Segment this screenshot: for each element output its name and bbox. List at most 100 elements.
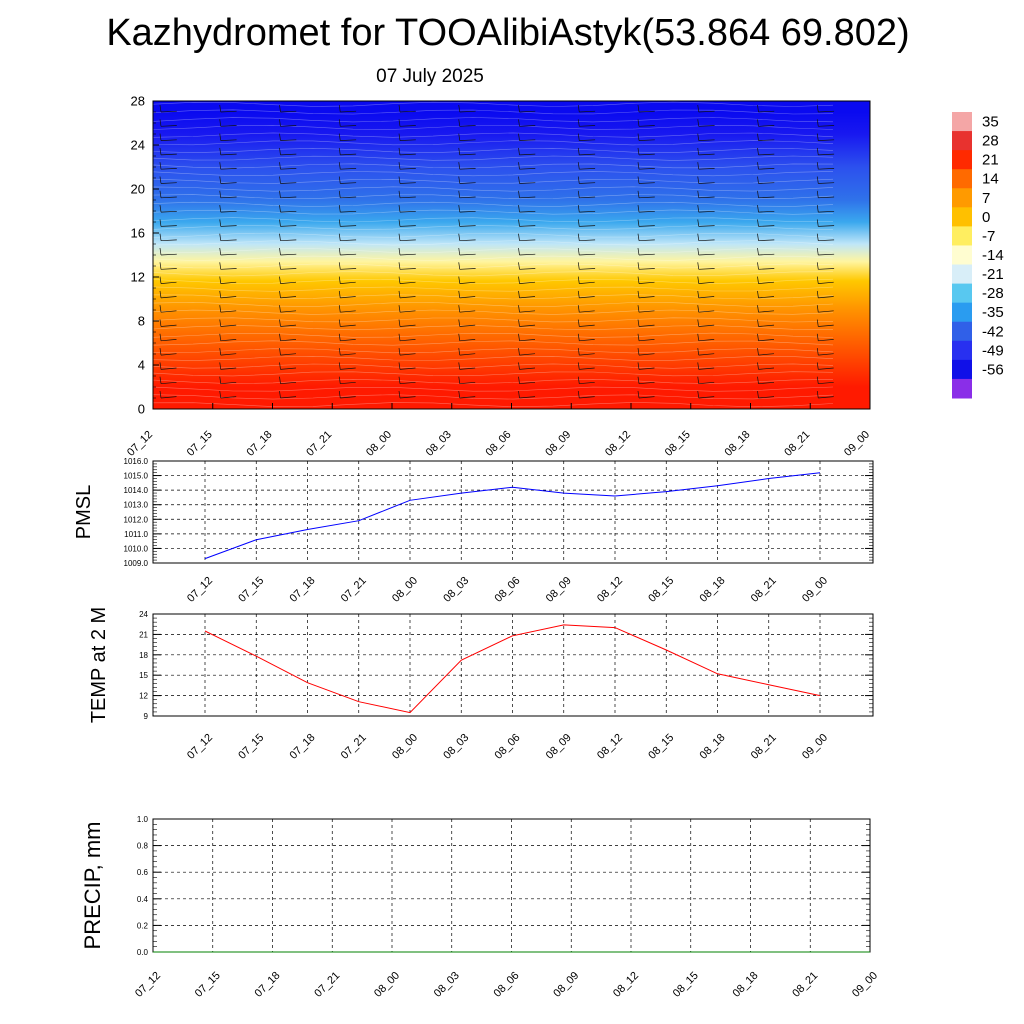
- wind-barb: [340, 225, 357, 227]
- wind-barb: [399, 396, 416, 399]
- y-tick-label: 24: [131, 138, 145, 153]
- wind-barb: [220, 281, 237, 284]
- wind-barb-staff: [697, 348, 700, 356]
- x-tick-label: 08_18: [723, 429, 753, 459]
- wind-barb: [340, 381, 356, 385]
- wind-barb-staff: [637, 247, 640, 256]
- wind-barb: [818, 324, 834, 327]
- wind-barb-staff: [757, 390, 759, 399]
- wind-barb: [818, 268, 835, 270]
- wind-barb-staff: [757, 176, 759, 184]
- wind-barb-staff: [219, 319, 222, 327]
- wind-barb: [340, 268, 357, 270]
- wind-barb: [818, 296, 834, 299]
- x-tick-label: 08_12: [595, 732, 625, 762]
- wind-barb-staff: [757, 190, 759, 198]
- wind-barb: [399, 310, 416, 313]
- wind-barb: [818, 310, 834, 313]
- wind-barb-staff: [398, 305, 401, 313]
- wind-barb-staff: [338, 133, 341, 141]
- wind-barb: [638, 239, 655, 242]
- wind-barb-staff: [577, 247, 580, 256]
- wind-barb-staff: [637, 190, 640, 198]
- wind-barb: [698, 253, 715, 256]
- wind-barb-staff: [757, 333, 759, 341]
- wind-barb: [280, 353, 297, 356]
- wind-barb-staff: [458, 176, 461, 184]
- wind-barb-staff: [757, 376, 759, 384]
- wind-barb: [878, 126, 894, 127]
- wind-barb: [878, 368, 894, 369]
- wind-barb: [280, 182, 297, 184]
- wind-barb: [160, 268, 177, 270]
- x-tick-label: 08_15: [663, 429, 693, 459]
- wind-barb: [878, 226, 894, 227]
- wind-barb-staff: [159, 333, 162, 341]
- wind-barb: [758, 353, 775, 356]
- wind-barb: [160, 281, 177, 284]
- wind-barb-staff: [458, 147, 461, 155]
- wind-barb-staff: [338, 319, 341, 327]
- plot-frame: [152, 613, 874, 717]
- wind-barb-staff: [458, 276, 461, 284]
- wind-barb-staff: [338, 104, 341, 113]
- wind-barb-staff: [577, 176, 580, 184]
- wind-barb: [459, 239, 476, 242]
- wind-barb: [459, 125, 476, 127]
- wind-barb: [758, 296, 775, 299]
- wind-barb: [399, 225, 416, 227]
- wind-barb: [698, 196, 715, 199]
- y-tick-label: 8: [138, 314, 145, 329]
- wind-barb-staff: [458, 348, 461, 356]
- wind-barb-staff: [159, 176, 162, 184]
- wind-barb-staff: [877, 334, 878, 341]
- wind-barb-staff: [518, 190, 520, 198]
- wind-barb-staff: [219, 205, 222, 213]
- x-tick-label: 08_12: [595, 575, 625, 605]
- colorbar-label: -28: [982, 285, 1004, 302]
- wind-barb: [459, 396, 476, 399]
- wind-barb-staff: [398, 104, 401, 113]
- wind-barb-staff: [816, 119, 819, 127]
- wind-barb: [459, 182, 476, 184]
- wind-barb-staff: [159, 104, 162, 113]
- wind-barb-staff: [577, 290, 580, 298]
- wind-barb-staff: [219, 390, 222, 399]
- wind-barb: [399, 110, 416, 113]
- wind-barb: [340, 168, 357, 170]
- wind-barb: [818, 210, 835, 213]
- wind-barb: [340, 281, 356, 284]
- wind-barb-staff: [518, 176, 520, 184]
- wind-barb: [638, 210, 655, 213]
- x-tick-label: 08_00: [390, 732, 420, 762]
- wind-barb-staff: [816, 276, 819, 284]
- wind-barb: [579, 381, 595, 385]
- wind-barb-staff: [697, 233, 700, 241]
- wind-barb-staff: [637, 262, 640, 270]
- wind-barb-staff: [219, 147, 222, 155]
- wind-barb-staff: [637, 219, 640, 227]
- wind-barb: [698, 324, 715, 327]
- wind-barb-staff: [637, 104, 640, 113]
- wind-barb-staff: [458, 247, 461, 256]
- wind-barb: [280, 139, 297, 141]
- wind-barb-staff: [637, 176, 640, 184]
- x-tick-label: 08_15: [646, 575, 676, 605]
- y-tick-label: 18: [139, 651, 148, 660]
- wind-barb: [579, 239, 596, 242]
- wind-barb-staff: [279, 333, 281, 341]
- wind-barb: [878, 325, 894, 326]
- wind-barb: [638, 310, 655, 313]
- wind-barb: [579, 139, 596, 141]
- wind-barb-staff: [877, 262, 878, 269]
- wind-barb-staff: [398, 162, 401, 170]
- wind-barb-staff: [637, 233, 640, 241]
- colorbar-swatch: [952, 302, 972, 323]
- wind-barb: [519, 381, 536, 385]
- wind-barb: [519, 210, 536, 213]
- wind-barb-staff: [219, 305, 222, 313]
- wind-barb: [459, 225, 476, 227]
- colorbar-swatch: [952, 340, 972, 361]
- wind-barb: [519, 125, 536, 127]
- wind-barb: [878, 282, 894, 283]
